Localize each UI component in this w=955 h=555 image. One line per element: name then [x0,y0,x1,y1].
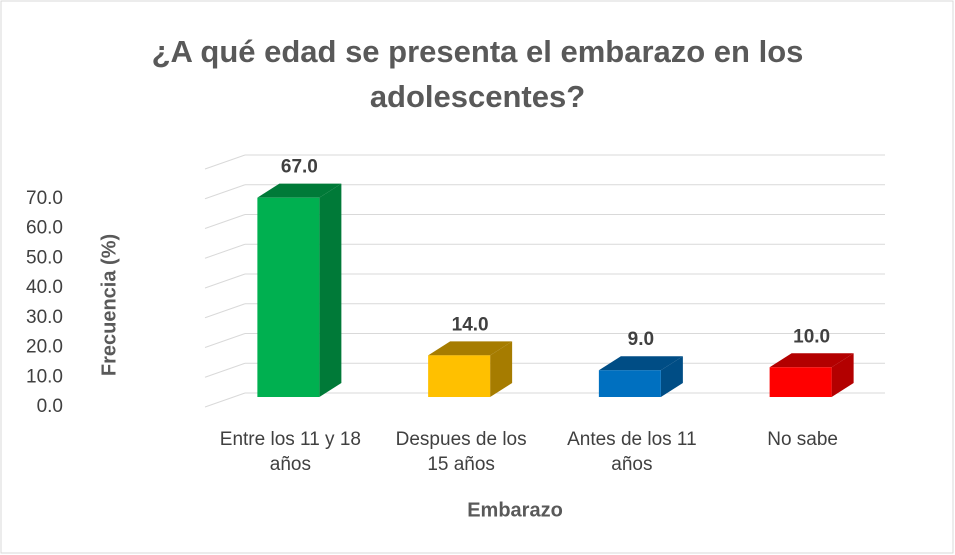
bar-top [428,341,513,356]
grid-line-depth [204,333,246,348]
grid-line-depth [204,303,246,319]
data-label: 14.0 [452,314,489,335]
grid-line-depth [204,243,246,259]
grid-line-depth [204,392,246,408]
y-tick-label: 30.0 [26,307,63,328]
grid-line-depth [204,184,246,200]
y-tick-label: 70.0 [26,188,63,209]
x-tick-label: Antes de los 11 años [567,429,697,475]
y-tick-label: 50.0 [26,247,63,268]
x-axis-label: Embarazo [467,499,563,521]
grid-line-depth [204,273,246,289]
grid-line-depth [204,214,246,229]
plot-frame [204,154,246,170]
bar-side [660,356,683,397]
y-tick-label: 60.0 [26,218,63,239]
x-tick-label: Entre los 11 y 18 años [219,429,361,475]
data-label: 67.0 [281,157,318,178]
data-label: 10.0 [793,326,830,347]
x-tick-label: Despues de los 15 años [395,429,527,475]
x-tick-label: No sabe [767,429,839,450]
bar-top [598,356,683,371]
bar [257,197,320,397]
bar-top [257,183,342,198]
y-tick-label: 20.0 [26,337,63,358]
bar-top [769,353,854,368]
bar-side [831,353,854,397]
bar [598,370,661,397]
y-tick-label: 0.0 [37,396,63,417]
y-tick-label: 40.0 [26,277,63,298]
y-axis-label: Frecuencia (%) [98,234,120,376]
y-tick-label: 10.0 [26,366,63,387]
grid-line-depth [204,362,246,378]
chart-title: ¿A qué edad se presenta el embarazo en l… [151,34,804,114]
bar-side [319,183,342,397]
bar [428,355,491,397]
bar [769,367,832,397]
bar-side [490,341,513,397]
data-label: 9.0 [628,329,654,350]
